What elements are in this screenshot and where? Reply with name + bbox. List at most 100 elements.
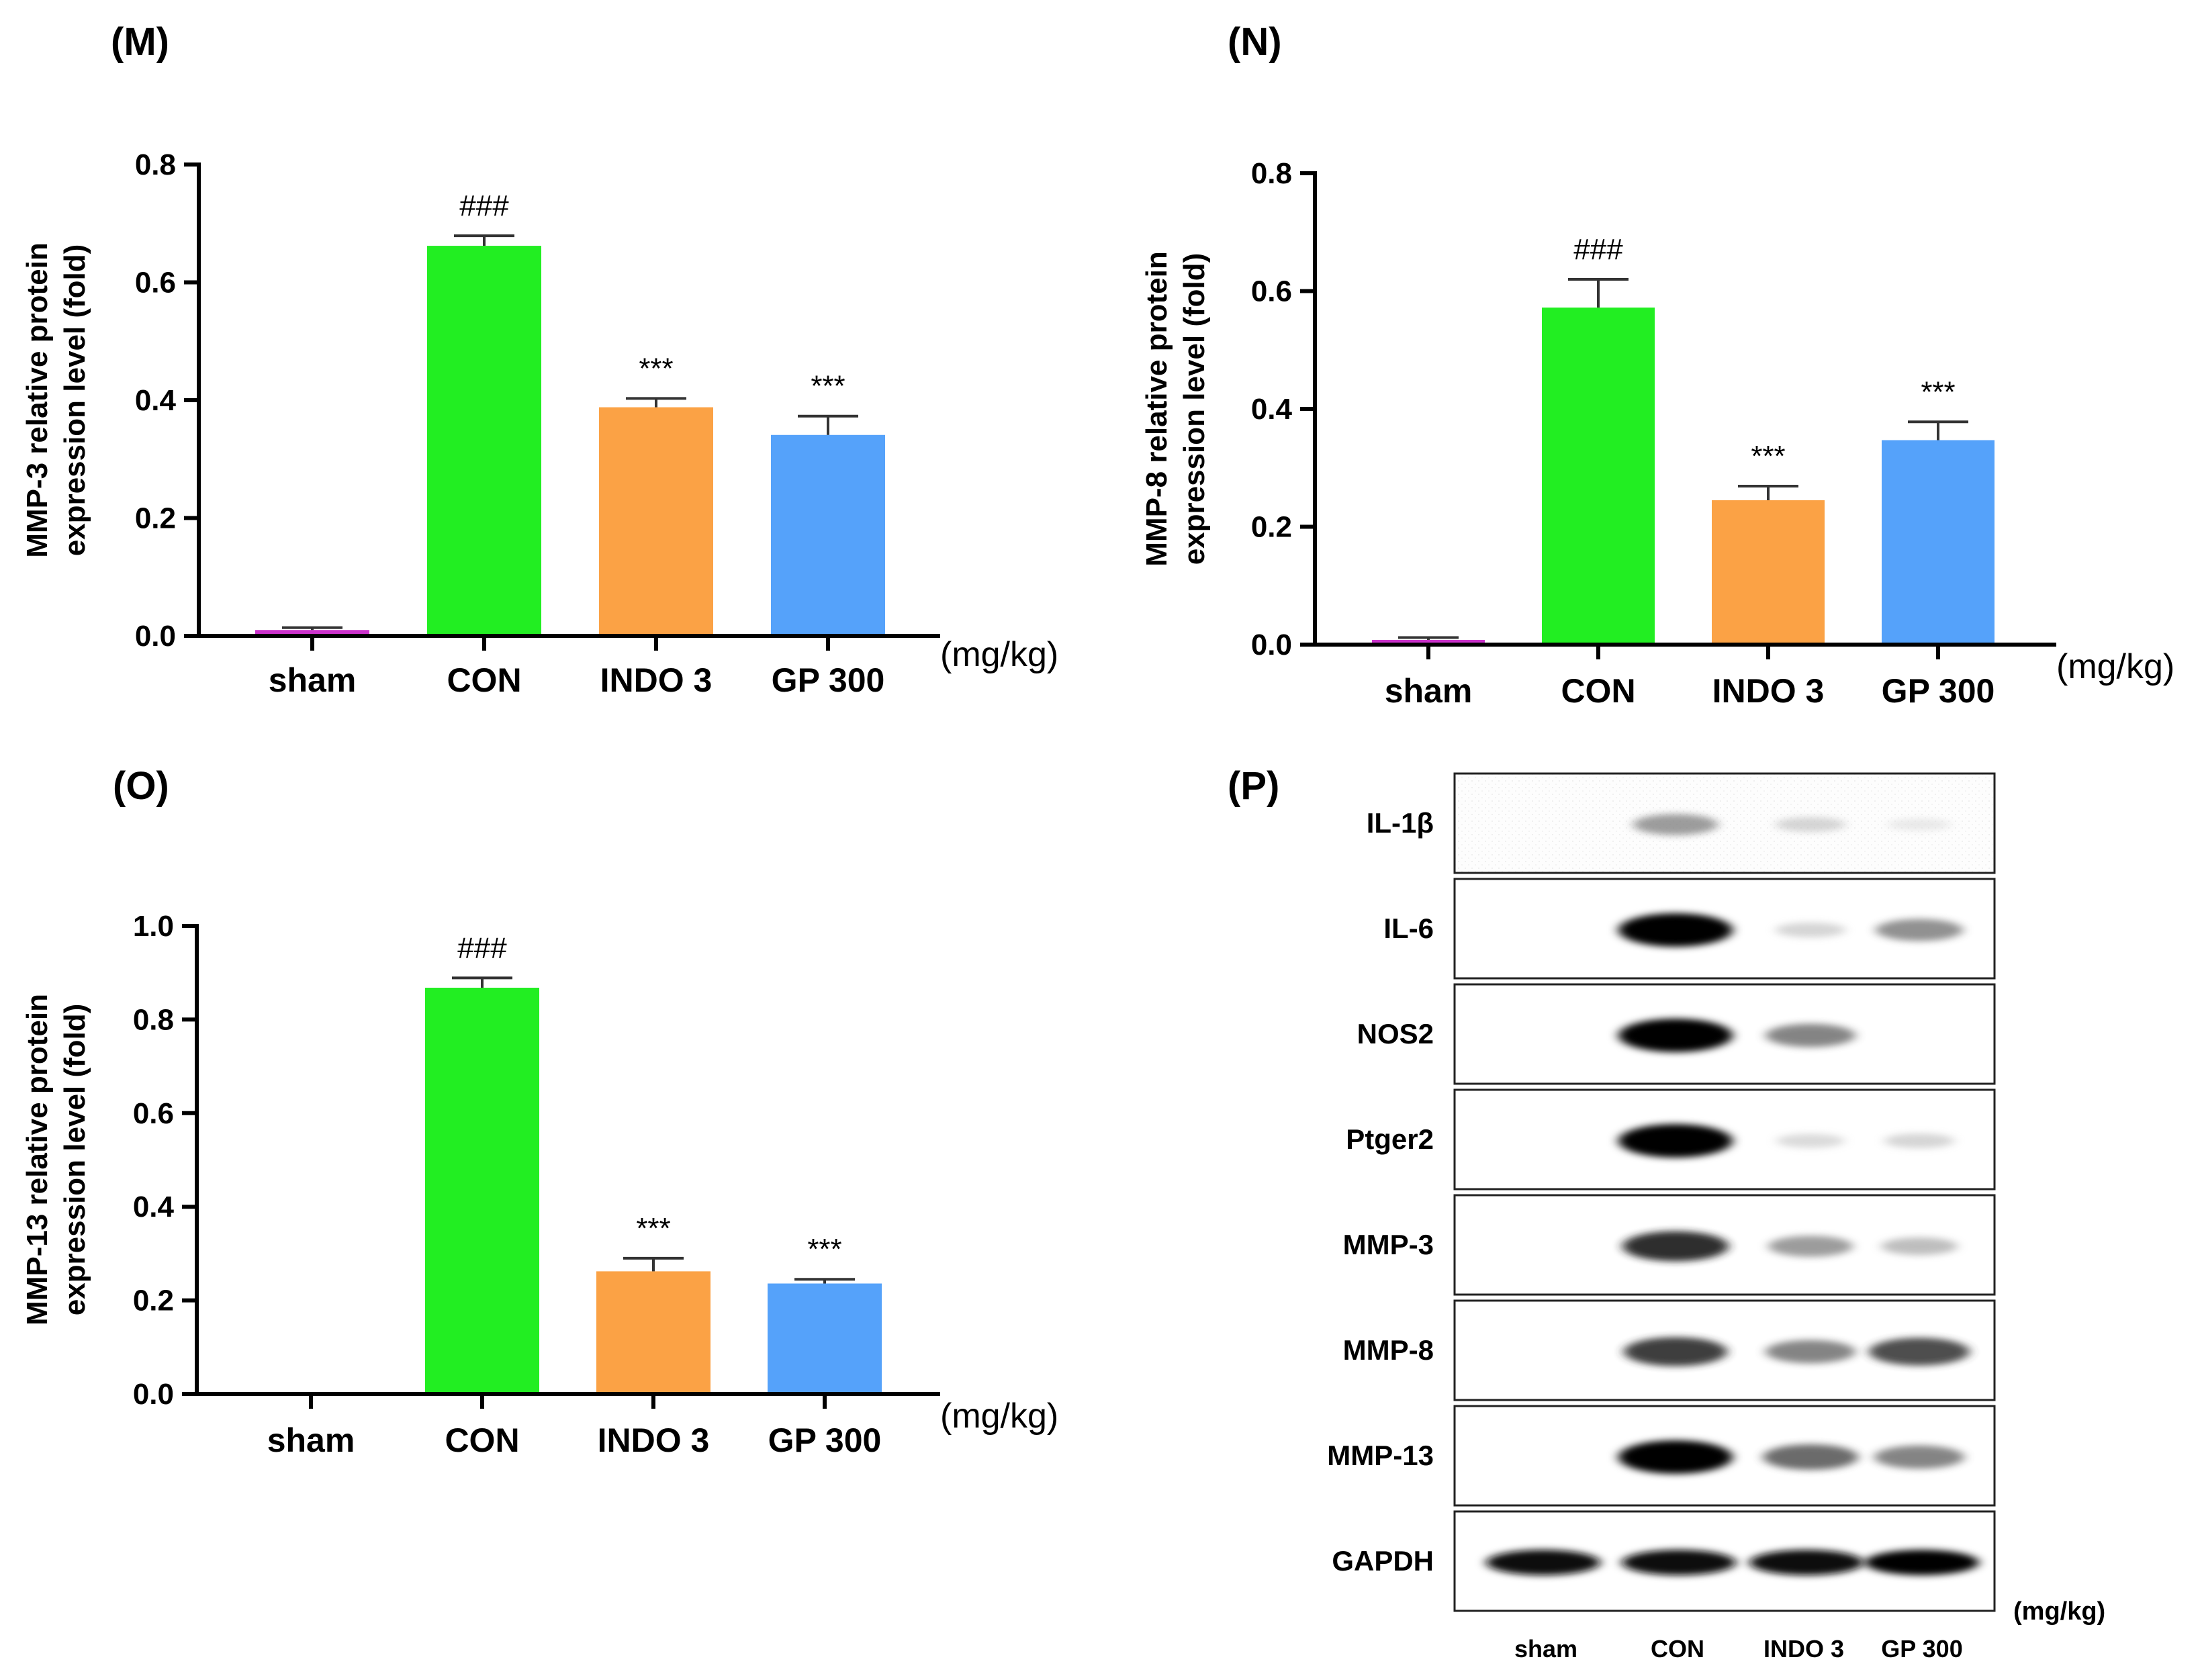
x-tick-label-n-sham: sham [1385, 672, 1473, 710]
blot-band-gapdh-gp-300 [1865, 1550, 1979, 1575]
y-tick-label-o: 1.0 [133, 910, 174, 943]
y-axis-label-o-line2: expression level (fold) [58, 1004, 91, 1316]
x-tick-label-n-con: CON [1561, 672, 1635, 710]
x-tick-label-n-gp-300: GP 300 [1882, 672, 1995, 710]
x-tick-label-o-indo-3: INDO 3 [598, 1421, 710, 1459]
x-axis-unit-m: (mg/kg) [940, 635, 1058, 674]
significance-n-indo-3: *** [1751, 440, 1785, 473]
y-tick-label-n: 0.0 [1251, 628, 1292, 661]
y-axis-label-o: MMP-13 relative protein [21, 994, 54, 1325]
significance-n-gp-300: *** [1921, 375, 1955, 408]
blot-band-mmp-13-con [1618, 1440, 1733, 1474]
blot-band-nos2-con [1618, 1019, 1733, 1052]
blot-band-mmp-13-gp-300 [1874, 1445, 1964, 1469]
significance-o-indo-3: *** [636, 1212, 670, 1245]
blot-band-ptger2-con [1618, 1124, 1733, 1158]
significance-n-con: ### [1573, 233, 1623, 266]
blot-band-mmp-8-con [1624, 1337, 1727, 1366]
blot-band-il-1-con [1633, 814, 1718, 835]
y-tick-label-m: 0.4 [135, 384, 177, 417]
x-tick-label-o-sham: sham [267, 1421, 355, 1459]
bar-m-con [427, 246, 541, 637]
blot-label-ptger2: Ptger2 [1346, 1123, 1434, 1155]
panel-m-chart: (M) MMP-3 relative protein expression lev… [21, 20, 1058, 699]
x-tick-label-m-gp-300: GP 300 [772, 661, 885, 699]
panel-n-chart: (N) MMP-8 relative protein expression lev… [1140, 20, 2174, 710]
bar-n-gp-300 [1882, 440, 1995, 645]
blot-lane-label-con: CON [1651, 1635, 1704, 1663]
panel-label-m: (M) [111, 20, 169, 64]
significance-o-gp-300: *** [807, 1233, 841, 1266]
blot-lane-label-sham: sham [1514, 1635, 1577, 1663]
blot-band-mmp-8-gp-300 [1869, 1338, 1970, 1366]
x-tick-label-m-sham: sham [269, 661, 357, 699]
panel-o-chart: (O) MMP-13 relative protein expression le… [21, 764, 1058, 1459]
y-tick-label-o: 0.6 [133, 1097, 174, 1130]
blot-label-mmp-3: MMP-3 [1343, 1229, 1434, 1260]
y-axis-label-n-line2: expression level (fold) [1178, 253, 1211, 565]
y-axis-label-m: MMP-3 relative protein [21, 242, 54, 557]
panel-p-western-blot: (P) IL-1β IL-6 NOS2 Ptger2 MMP-3 MMP-8 MMP-13 G… [1228, 764, 2105, 1663]
panel-label-o: (O) [113, 764, 169, 808]
y-axis-label-n: MMP-8 relative protein [1140, 251, 1173, 566]
blot-label-il-1: IL-1β [1367, 807, 1434, 839]
significance-m-gp-300: *** [811, 370, 845, 403]
blot-unit-label: (mg/kg) [2013, 1597, 2105, 1626]
y-tick-label-m: 0.0 [135, 620, 176, 653]
y-tick-label-o: 0.0 [133, 1378, 174, 1411]
blot-band-il-1-indo-3 [1775, 816, 1846, 833]
x-tick-label-m-indo-3: INDO 3 [600, 661, 713, 699]
y-tick-label-m: 0.2 [135, 502, 176, 535]
x-axis-unit-o: (mg/kg) [940, 1397, 1058, 1436]
blot-band-gapdh-sham [1486, 1550, 1600, 1575]
x-tick-label-m-con: CON [447, 661, 521, 699]
blot-lane-label-gp-300: GP 300 [1881, 1635, 1962, 1663]
blot-band-gapdh-indo-3 [1749, 1550, 1864, 1575]
x-tick-label-n-indo-3: INDO 3 [1712, 672, 1825, 710]
y-tick-label-o: 0.4 [133, 1191, 175, 1223]
y-tick-label-o: 0.8 [133, 1003, 174, 1036]
blot-band-il-6-gp-300 [1876, 919, 1963, 941]
y-tick-label-n: 0.8 [1251, 157, 1292, 190]
blot-band-nos2-indo-3 [1766, 1023, 1855, 1047]
blot-label-il-6: IL-6 [1383, 913, 1434, 944]
y-tick-label-m: 0.6 [135, 267, 176, 299]
blot-band-mmp-3-indo-3 [1768, 1235, 1853, 1257]
bar-n-con [1542, 308, 1655, 645]
y-tick-label-n: 0.6 [1251, 275, 1292, 308]
y-tick-label-m: 0.8 [135, 148, 176, 181]
blot-label-nos2: NOS2 [1357, 1018, 1434, 1049]
blot-band-il-6-con [1618, 913, 1733, 947]
bar-o-gp-300 [768, 1283, 882, 1394]
bar-m-sham [255, 630, 369, 636]
blot-band-ptger2-gp-300 [1884, 1133, 1955, 1149]
y-tick-label-n: 0.4 [1251, 393, 1293, 426]
x-tick-label-o-gp-300: GP 300 [768, 1421, 882, 1459]
significance-o-con: ### [457, 931, 507, 964]
blot-band-mmp-8-indo-3 [1766, 1340, 1855, 1364]
bar-n-indo-3 [1712, 500, 1825, 645]
bar-o-indo-3 [596, 1271, 711, 1394]
blot-band-mmp-3-gp-300 [1881, 1237, 1958, 1256]
x-tick-label-o-con: CON [445, 1421, 519, 1459]
blot-band-il-6-indo-3 [1775, 922, 1846, 938]
blot-lane-label-indo-3: INDO 3 [1763, 1635, 1844, 1663]
panel-label-n: (N) [1228, 20, 1282, 64]
bar-m-indo-3 [599, 407, 713, 636]
blot-band-il-1-gp-300 [1887, 818, 1952, 831]
blot-label-mmp-8: MMP-8 [1343, 1334, 1434, 1366]
blot-band-gapdh-con [1622, 1550, 1736, 1575]
y-tick-label-n: 0.2 [1251, 511, 1292, 544]
bar-o-con [425, 988, 539, 1394]
x-axis-unit-n: (mg/kg) [2056, 647, 2174, 686]
bar-n-sham [1372, 639, 1485, 645]
y-axis-label-m-line2: expression level (fold) [58, 244, 91, 557]
bar-m-gp-300 [771, 434, 885, 636]
y-tick-label-o: 0.2 [133, 1285, 174, 1317]
blot-band-ptger2-indo-3 [1776, 1133, 1845, 1148]
panel-label-p: (P) [1228, 764, 1279, 808]
significance-m-indo-3: *** [639, 352, 673, 385]
blot-band-mmp-13-indo-3 [1763, 1444, 1858, 1471]
blot-band-mmp-3-con [1622, 1231, 1729, 1262]
